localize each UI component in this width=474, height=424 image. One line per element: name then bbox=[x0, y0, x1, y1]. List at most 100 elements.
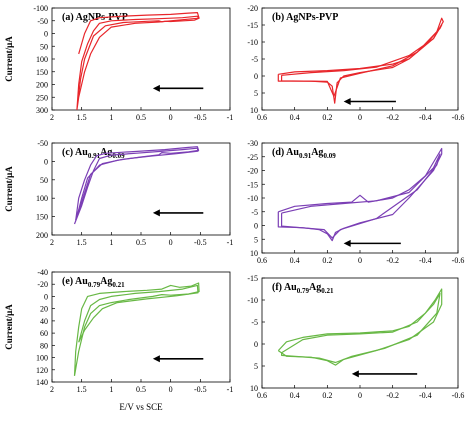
x-tick-label: 2 bbox=[50, 385, 54, 394]
x-axis-label: E/V vs SCE bbox=[119, 402, 163, 412]
y-tick-label: 10 bbox=[250, 106, 258, 115]
x-tick-label: 0 bbox=[169, 238, 173, 247]
y-tick-label: -20 bbox=[247, 4, 258, 13]
y-tick-label: 150 bbox=[36, 213, 48, 222]
cv-series-1 bbox=[73, 282, 200, 377]
x-tick-label: -0.2 bbox=[386, 113, 399, 122]
cv-series-2 bbox=[281, 153, 441, 239]
cv-series-2 bbox=[76, 15, 200, 111]
y-tick-label: 120 bbox=[36, 366, 48, 375]
x-tick-label: 1.5 bbox=[77, 113, 87, 122]
cv-series-2 bbox=[281, 24, 443, 97]
x-tick-label: 0 bbox=[169, 385, 173, 394]
x-tick-label: -1 bbox=[227, 385, 234, 394]
y-tick-label: 10 bbox=[250, 384, 258, 393]
x-tick-label: -1 bbox=[227, 113, 234, 122]
plot-frame bbox=[261, 142, 459, 254]
x-tick-label: -0.4 bbox=[419, 256, 432, 265]
cv-series-1 bbox=[277, 17, 444, 104]
y-tick-label: 100 bbox=[36, 55, 48, 64]
panel-title: (f) Au0.79Ag0.21 bbox=[272, 282, 334, 295]
panel-b: 0.6 0.4 0.2 0 -0.2 -0.4 -0.6 -20 -15 -10 -5 0 5 10 (b)… bbox=[247, 4, 464, 122]
x-tick-label: -0.5 bbox=[194, 113, 207, 122]
y-tick-label: 50 bbox=[40, 176, 48, 185]
x-tick-label: -0.6 bbox=[452, 113, 465, 122]
y-tick-label: -15 bbox=[247, 274, 258, 283]
x-tick-label: 1 bbox=[109, 113, 113, 122]
y-tick-label: 40 bbox=[40, 317, 48, 326]
y-tick-label: 300 bbox=[36, 106, 48, 115]
y-tick-label: 0 bbox=[44, 30, 48, 39]
scan-direction-arrow bbox=[152, 84, 204, 92]
cv-series-2 bbox=[281, 292, 441, 364]
scan-direction-arrow bbox=[351, 370, 418, 378]
x-tick-label: 0.4 bbox=[290, 391, 300, 400]
y-axis-label: Current/μA bbox=[4, 304, 14, 350]
y-tick-label: -100 bbox=[33, 4, 48, 13]
panel-e: 2 1.5 1 0.5 0 -0.5 -1 -40 -20 0 20 40 60 80 100 120 140 C… bbox=[4, 268, 233, 394]
x-tick-label: 0.5 bbox=[136, 113, 146, 122]
x-tick-label: -0.2 bbox=[386, 256, 399, 265]
cv-series-2 bbox=[73, 147, 199, 225]
x-tick-label: -0.2 bbox=[386, 391, 399, 400]
panel-title: (e) Au0.79Ag0.21 bbox=[62, 276, 125, 289]
panel-d: 0.6 0.4 0.2 0 -0.2 -0.4 -0.6 -30 -25 -20 -15 -10 -5 0… bbox=[247, 139, 464, 265]
y-tick-label: -20 bbox=[247, 167, 258, 176]
x-tick-label: 0.6 bbox=[257, 256, 267, 265]
y-tick-label: -50 bbox=[37, 139, 48, 148]
cv-series-1 bbox=[277, 147, 443, 242]
y-tick-label: 100 bbox=[36, 354, 48, 363]
cv-series-1 bbox=[78, 12, 200, 95]
y-tick-label: 50 bbox=[40, 42, 48, 51]
y-tick-label: 5 bbox=[254, 89, 258, 98]
x-tick-label: 0.2 bbox=[322, 391, 332, 400]
y-tick-label: -5 bbox=[251, 55, 258, 64]
y-tick-label: -10 bbox=[247, 194, 258, 203]
x-tick-label: 0.5 bbox=[136, 385, 146, 394]
x-tick-label: -0.5 bbox=[194, 238, 207, 247]
panel-title: (b) AgNPs-PVP bbox=[272, 12, 338, 23]
x-tick-label: 0.6 bbox=[257, 113, 267, 122]
y-tick-label: 60 bbox=[40, 329, 48, 338]
x-tick-label: 0.5 bbox=[136, 238, 146, 247]
x-tick-label: -0.6 bbox=[452, 256, 465, 265]
panel-title: (c) Au0.91Ag0.09 bbox=[62, 147, 125, 160]
y-tick-label: 5 bbox=[254, 362, 258, 371]
x-tick-label: -0.6 bbox=[452, 391, 465, 400]
y-tick-label: 0 bbox=[44, 157, 48, 166]
x-tick-label: 0.4 bbox=[290, 256, 300, 265]
x-tick-label: 0.2 bbox=[322, 113, 332, 122]
cv-series-2 bbox=[78, 284, 199, 343]
panel-c: 2 1.5 1 0.5 0 -0.5 -1 -50 0 50 100 150 200 Current/μA… bbox=[4, 139, 233, 247]
scan-direction-arrow bbox=[343, 239, 401, 247]
y-tick-label: 140 bbox=[36, 378, 48, 387]
scan-direction-arrow bbox=[152, 355, 204, 363]
y-tick-label: -5 bbox=[251, 318, 258, 327]
x-tick-label: 0 bbox=[358, 391, 362, 400]
y-axis-label: Current/μA bbox=[4, 36, 14, 82]
y-tick-label: 0 bbox=[254, 222, 258, 231]
x-tick-label: 0.4 bbox=[290, 113, 300, 122]
y-tick-label: -40 bbox=[37, 268, 48, 277]
y-tick-label: 5 bbox=[254, 235, 258, 244]
x-tick-label: 0.6 bbox=[257, 391, 267, 400]
x-tick-label: 1 bbox=[109, 238, 113, 247]
y-tick-label: -15 bbox=[247, 21, 258, 30]
x-tick-label: -0.4 bbox=[419, 391, 432, 400]
y-tick-label: 250 bbox=[36, 93, 48, 102]
x-tick-label: 1 bbox=[109, 385, 113, 394]
x-tick-label: -0.4 bbox=[419, 113, 432, 122]
x-tick-label: 2 bbox=[50, 238, 54, 247]
y-tick-label: -10 bbox=[247, 38, 258, 47]
y-tick-label: -30 bbox=[247, 139, 258, 148]
y-tick-label: 0 bbox=[254, 340, 258, 349]
y-tick-label: 200 bbox=[36, 231, 48, 240]
x-tick-label: 0 bbox=[358, 256, 362, 265]
panel-title: (a) AgNPs-PVP bbox=[62, 12, 128, 23]
y-tick-label: -20 bbox=[37, 280, 48, 289]
y-tick-label: -10 bbox=[247, 296, 258, 305]
x-tick-label: 1.5 bbox=[77, 385, 87, 394]
panel-a: 2 1.5 1 0.5 0 -0.5 -1 -100 -50 0 50 100 150 200 250 300… bbox=[4, 4, 233, 122]
x-tick-label: -1 bbox=[227, 238, 234, 247]
